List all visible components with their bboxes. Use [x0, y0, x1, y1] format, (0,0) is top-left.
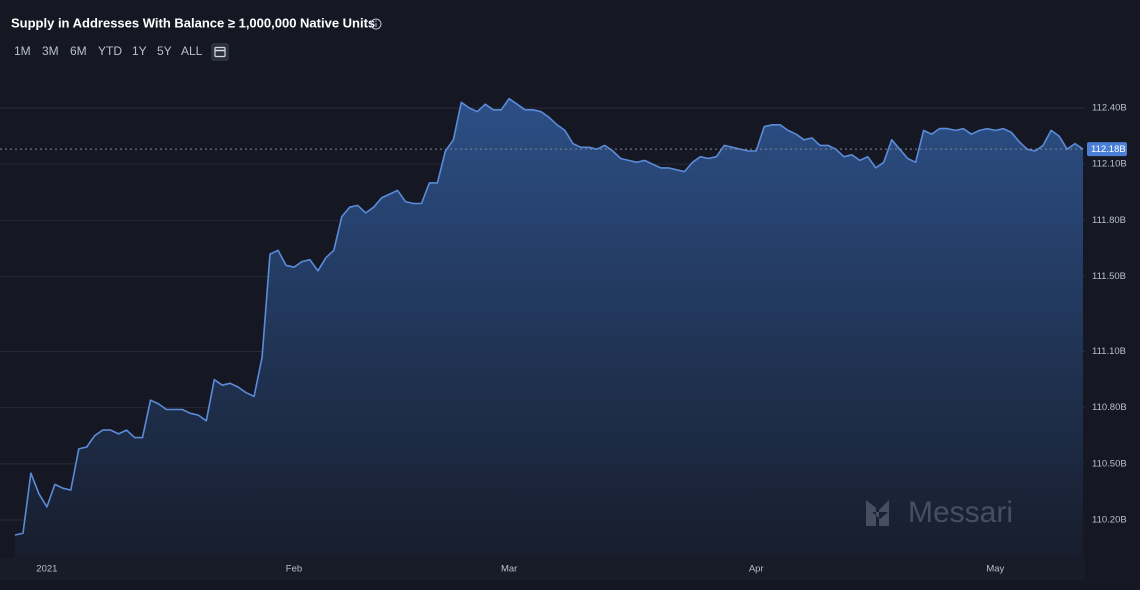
calendar-button[interactable]: [211, 43, 229, 61]
range-button[interactable]: 5Y: [157, 44, 172, 58]
y-tick-label: 111.80B: [1092, 215, 1126, 226]
range-button[interactable]: 1M: [14, 44, 31, 58]
x-tick-label: Feb: [286, 564, 302, 575]
range-button[interactable]: 1Y: [132, 44, 147, 58]
watermark-text: Messari: [908, 496, 1013, 529]
x-tick-label: 2021: [36, 564, 57, 575]
y-tick-label: 112.10B: [1092, 159, 1127, 170]
x-tick-label: Mar: [501, 564, 517, 575]
range-button[interactable]: ALL: [181, 44, 203, 58]
x-tick-label: May: [986, 564, 1004, 575]
chart-title: Supply in Addresses With Balance ≥ 1,000…: [11, 15, 375, 30]
y-tick-label: 112.40B: [1092, 102, 1127, 113]
range-button[interactable]: 6M: [70, 44, 87, 58]
y-tick-label: 111.50B: [1092, 271, 1126, 282]
range-buttons: 1M 3M 6M YTD 1Y 5Y ALL: [14, 44, 203, 58]
y-tick-label: 111.10B: [1092, 346, 1126, 357]
plot: [14, 97, 1084, 558]
range-button[interactable]: YTD: [98, 44, 122, 58]
current-value-box: [1087, 142, 1127, 157]
watermark: Messari: [866, 496, 1013, 529]
x-tick-label: Apr: [749, 564, 764, 575]
area-fill: [15, 98, 1083, 558]
x-axis-band: [0, 558, 1085, 580]
range-button[interactable]: 3M: [42, 44, 59, 58]
y-tick-label: 110.20B: [1092, 515, 1127, 526]
line: [14, 97, 1084, 536]
y-tick-label: 110.50B: [1092, 458, 1127, 469]
info-icon[interactable]: [370, 18, 382, 30]
y-tick-label: 110.80B: [1092, 402, 1127, 413]
y-axis: 110.20B 110.50B 110.80B 111.10B 111.50B 111.8…: [0, 102, 1127, 575]
current-value-label: 112.18B: [1091, 144, 1126, 155]
